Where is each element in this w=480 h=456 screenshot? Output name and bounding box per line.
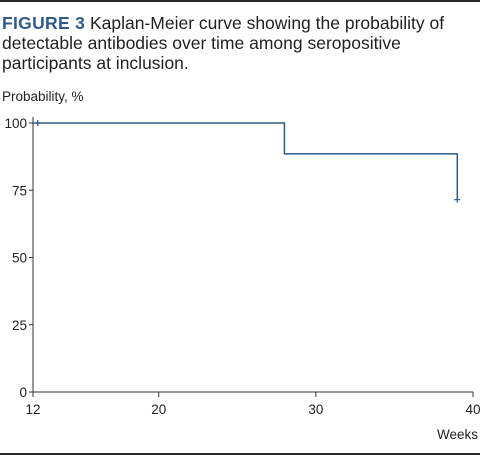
figure-label: FIGURE 3	[2, 13, 86, 33]
km-step-line	[33, 122, 459, 200]
figure-caption-text: Kaplan-Meier curve showing the probabili…	[2, 13, 445, 73]
y-tick-label: 50	[12, 251, 27, 266]
bottom-rule	[0, 453, 480, 455]
top-rule	[0, 0, 480, 2]
x-axis-label: Weeks	[437, 427, 478, 442]
x-tick-label: 40	[465, 402, 480, 417]
x-tick-label: 12	[25, 402, 40, 417]
figure-caption: FIGURE 3 Kaplan-Meier curve showing the …	[2, 13, 472, 73]
x-tick-label: 20	[151, 402, 166, 417]
km-curve	[33, 120, 461, 203]
x-tick-label: 30	[308, 402, 323, 417]
axes: 0 25 50 75 100 12 20 30 40	[4, 116, 480, 417]
y-tick-label: 25	[12, 318, 27, 333]
y-tick-label: 75	[12, 183, 27, 198]
y-axis-label: Probability, %	[2, 89, 84, 104]
y-tick-label: 100	[4, 116, 27, 131]
y-tick-label: 0	[19, 385, 27, 400]
